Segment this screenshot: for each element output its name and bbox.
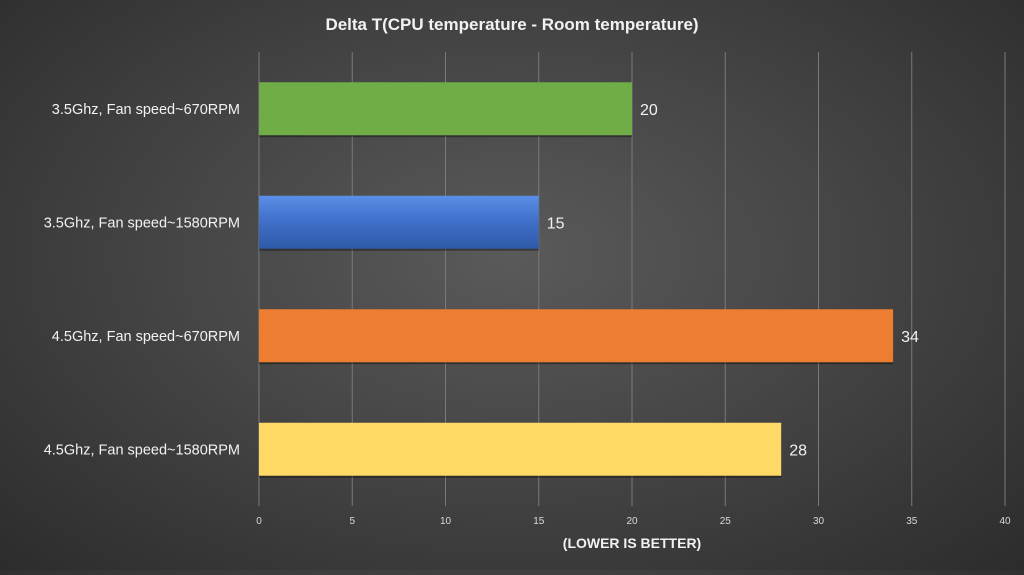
bar [259,309,894,363]
x-tick-label: 25 [720,516,732,527]
x-tick-label: 0 [256,516,262,527]
x-tick-label: 35 [906,516,918,527]
category-label: 3.5Ghz, Fan speed~670RPM [52,102,240,118]
bar [259,195,539,249]
category-label: 4.5Ghz, Fan speed~1580RPM [44,442,240,458]
bar [259,422,782,476]
data-label: 28 [789,442,807,459]
bars [259,82,894,478]
x-axis-label: (LOWER IS BETTER) [563,535,701,551]
data-label: 34 [901,329,919,346]
category-label: 4.5Ghz, Fan speed~670RPM [52,329,240,345]
x-tick-labels: 0 5 10 15 20 25 30 35 40 [256,516,1011,527]
x-tick-label: 40 [999,516,1011,527]
x-tick-label: 20 [626,516,638,527]
x-tick-label: 30 [813,516,825,527]
x-tick-label: 15 [533,516,545,527]
x-tick-label: 5 [349,516,355,527]
data-label: 15 [547,215,565,232]
chart-title: Delta T(CPU temperature - Room temperatu… [325,15,698,34]
x-tick-label: 10 [440,516,452,527]
category-labels: 20 3.5Ghz, Fan speed~670RPM 15 3.5Ghz, Fan … [44,102,919,460]
bar [259,82,632,136]
data-label: 20 [640,102,658,119]
category-label: 3.5Ghz, Fan speed~1580RPM [44,215,240,231]
